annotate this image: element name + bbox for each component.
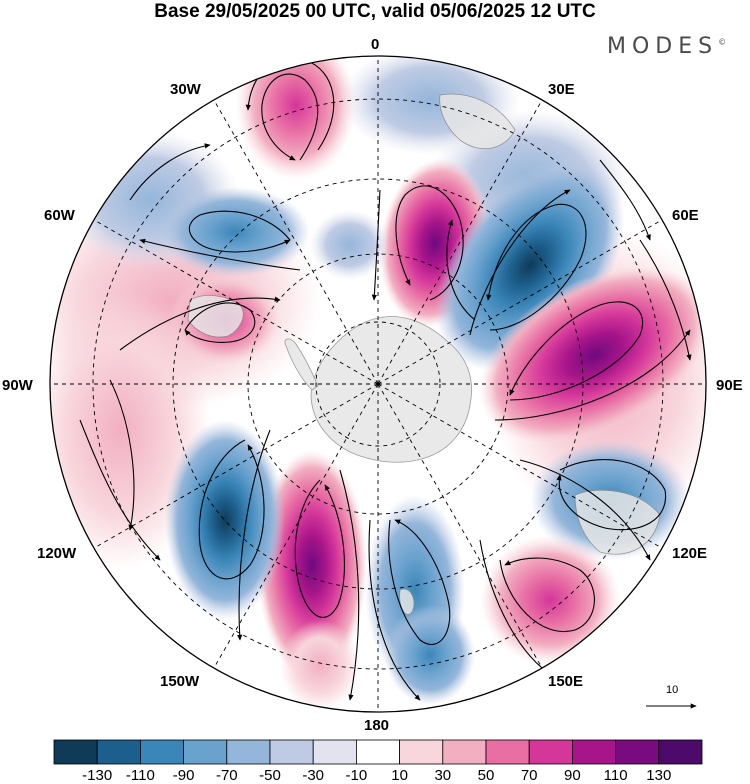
vector-reference-label: 10 bbox=[666, 684, 679, 696]
colorbar-tick-label: 30 bbox=[434, 767, 452, 784]
colorbar-swatch bbox=[615, 739, 660, 765]
colorbar-swatch bbox=[442, 739, 487, 765]
colorbar-tick-label: 10 bbox=[391, 767, 408, 784]
brand-mark: © bbox=[718, 37, 727, 47]
colorbar-tick-label: -130 bbox=[82, 767, 113, 784]
lon-label-60e: 60E bbox=[672, 207, 699, 224]
africa bbox=[439, 93, 516, 149]
lon-label-120e: 120E bbox=[672, 545, 708, 562]
colorbar-swatch bbox=[269, 739, 314, 765]
lon-label-60w: 60W bbox=[44, 207, 75, 224]
colorbar-tick-label: -10 bbox=[345, 767, 368, 784]
lon-label-150w: 150W bbox=[160, 673, 200, 690]
lon-label-0: 0 bbox=[371, 36, 380, 53]
map-boundary bbox=[49, 55, 707, 713]
landmasses bbox=[187, 93, 661, 615]
colorbar-swatch bbox=[572, 739, 617, 765]
lon-label-30w: 30W bbox=[170, 81, 201, 98]
colorbar-swatch bbox=[53, 739, 98, 765]
colorbar-swatch bbox=[355, 739, 400, 765]
lon-label-30e: 30E bbox=[548, 81, 575, 98]
colorbar-swatch bbox=[139, 739, 184, 765]
colorbar-swatch bbox=[658, 739, 703, 765]
brand-text: MODES bbox=[607, 34, 719, 59]
map-disk bbox=[50, 56, 706, 712]
antarctica bbox=[310, 316, 472, 463]
lon-label-120w: 120W bbox=[37, 545, 77, 562]
new-zealand bbox=[399, 588, 415, 615]
colorbar-swatch bbox=[399, 739, 444, 765]
colorbar-swatch bbox=[96, 739, 141, 765]
colorbar-tick-label: 130 bbox=[646, 767, 672, 784]
graticule bbox=[50, 56, 706, 712]
colorbar-tick-label: -90 bbox=[172, 767, 195, 784]
map-title: Base 29/05/2025 00 UTC, valid 05/06/2025… bbox=[154, 1, 596, 22]
colorbar-tick-label: -70 bbox=[215, 767, 238, 784]
lon-label-90w: 90W bbox=[2, 377, 33, 394]
colorbar-swatch bbox=[312, 739, 357, 765]
south-america bbox=[187, 295, 244, 338]
colorbar-tick-label: -30 bbox=[302, 767, 325, 784]
colorbar-tick-label: 50 bbox=[477, 767, 495, 784]
colorbar-tick-label: -50 bbox=[259, 767, 281, 784]
colorbar-swatch bbox=[528, 739, 573, 765]
colorbar-swatch bbox=[485, 739, 530, 765]
modes-logo: MODES© bbox=[607, 34, 726, 59]
colorbar-swatch bbox=[183, 739, 228, 765]
colorbar-tick-label: 90 bbox=[564, 767, 581, 784]
colorbar-swatch bbox=[226, 739, 271, 765]
colorbar-tick-label: 70 bbox=[520, 767, 538, 784]
lon-label-150e: 150E bbox=[548, 673, 584, 690]
lon-label-180: 180 bbox=[364, 717, 390, 734]
colorbar-tick-label: -110 bbox=[125, 767, 155, 784]
colorbar-tick-label: 110 bbox=[603, 767, 628, 784]
colorbar bbox=[53, 739, 703, 765]
antarctic-peninsula bbox=[284, 338, 319, 391]
lon-label-90e: 90E bbox=[716, 377, 743, 394]
